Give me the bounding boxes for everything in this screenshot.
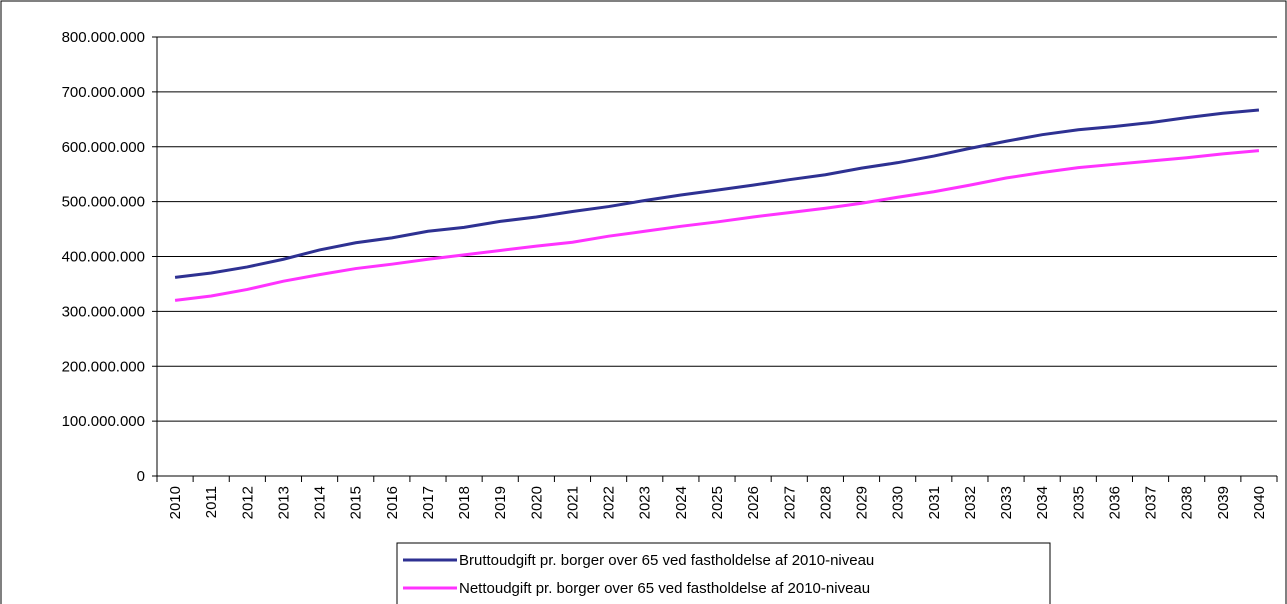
x-tick-label: 2017 xyxy=(420,486,437,519)
y-tick-label: 200.000.000 xyxy=(62,358,145,375)
x-tick-label: 2010 xyxy=(167,486,184,519)
x-tick-label: 2036 xyxy=(1106,486,1123,519)
x-tick-label: 2016 xyxy=(384,486,401,519)
x-tick-label: 2025 xyxy=(709,486,726,519)
y-tick-label: 800.000.000 xyxy=(62,29,145,46)
x-tick-label: 2021 xyxy=(564,486,581,519)
y-tick-label: 100.000.000 xyxy=(62,413,145,430)
x-tick-label: 2030 xyxy=(890,486,907,519)
y-tick-label: 300.000.000 xyxy=(62,303,145,320)
x-tick-label: 2012 xyxy=(239,486,256,519)
x-tick-label: 2038 xyxy=(1179,486,1196,519)
legend-box xyxy=(396,542,1051,604)
legend-label: Nettoudgift pr. borger over 65 ved fasth… xyxy=(459,580,870,597)
x-tick-label: 2031 xyxy=(926,486,943,519)
x-tick-label: 2020 xyxy=(528,486,545,519)
x-tick-label: 2029 xyxy=(854,486,871,519)
x-tick-label: 2037 xyxy=(1143,486,1160,519)
series-line xyxy=(174,149,1260,302)
x-tick-label: 2027 xyxy=(781,486,798,519)
x-tick-label: 2014 xyxy=(312,486,329,519)
x-tick-label: 2033 xyxy=(998,486,1015,519)
x-tick-label: 2022 xyxy=(601,486,618,519)
x-tick-label: 2035 xyxy=(1070,486,1087,519)
x-tick-label: 2028 xyxy=(817,486,834,519)
series-line xyxy=(174,108,1260,279)
x-tick-label: 2018 xyxy=(456,486,473,519)
x-tick-label: 2013 xyxy=(275,486,292,519)
x-tick-label: 2011 xyxy=(203,486,220,518)
x-tick-label: 2026 xyxy=(745,486,762,519)
y-tick-label: 0 xyxy=(137,468,145,485)
x-tick-label: 2034 xyxy=(1034,486,1051,519)
y-tick-label: 400.000.000 xyxy=(62,249,145,266)
x-tick-label: 2039 xyxy=(1215,486,1232,519)
y-tick-label: 500.000.000 xyxy=(62,194,145,211)
x-tick-label: 2015 xyxy=(348,486,365,519)
x-tick-label: 2040 xyxy=(1251,486,1268,519)
x-tick-label: 2024 xyxy=(673,486,690,519)
x-tick-label: 2019 xyxy=(492,486,509,519)
x-tick-label: 2023 xyxy=(637,486,654,519)
legend-label: Bruttoudgift pr. borger over 65 ved fast… xyxy=(459,552,874,569)
y-tick-label: 600.000.000 xyxy=(62,139,145,156)
x-tick-label: 2032 xyxy=(962,486,979,519)
y-tick-label: 700.000.000 xyxy=(62,84,145,101)
